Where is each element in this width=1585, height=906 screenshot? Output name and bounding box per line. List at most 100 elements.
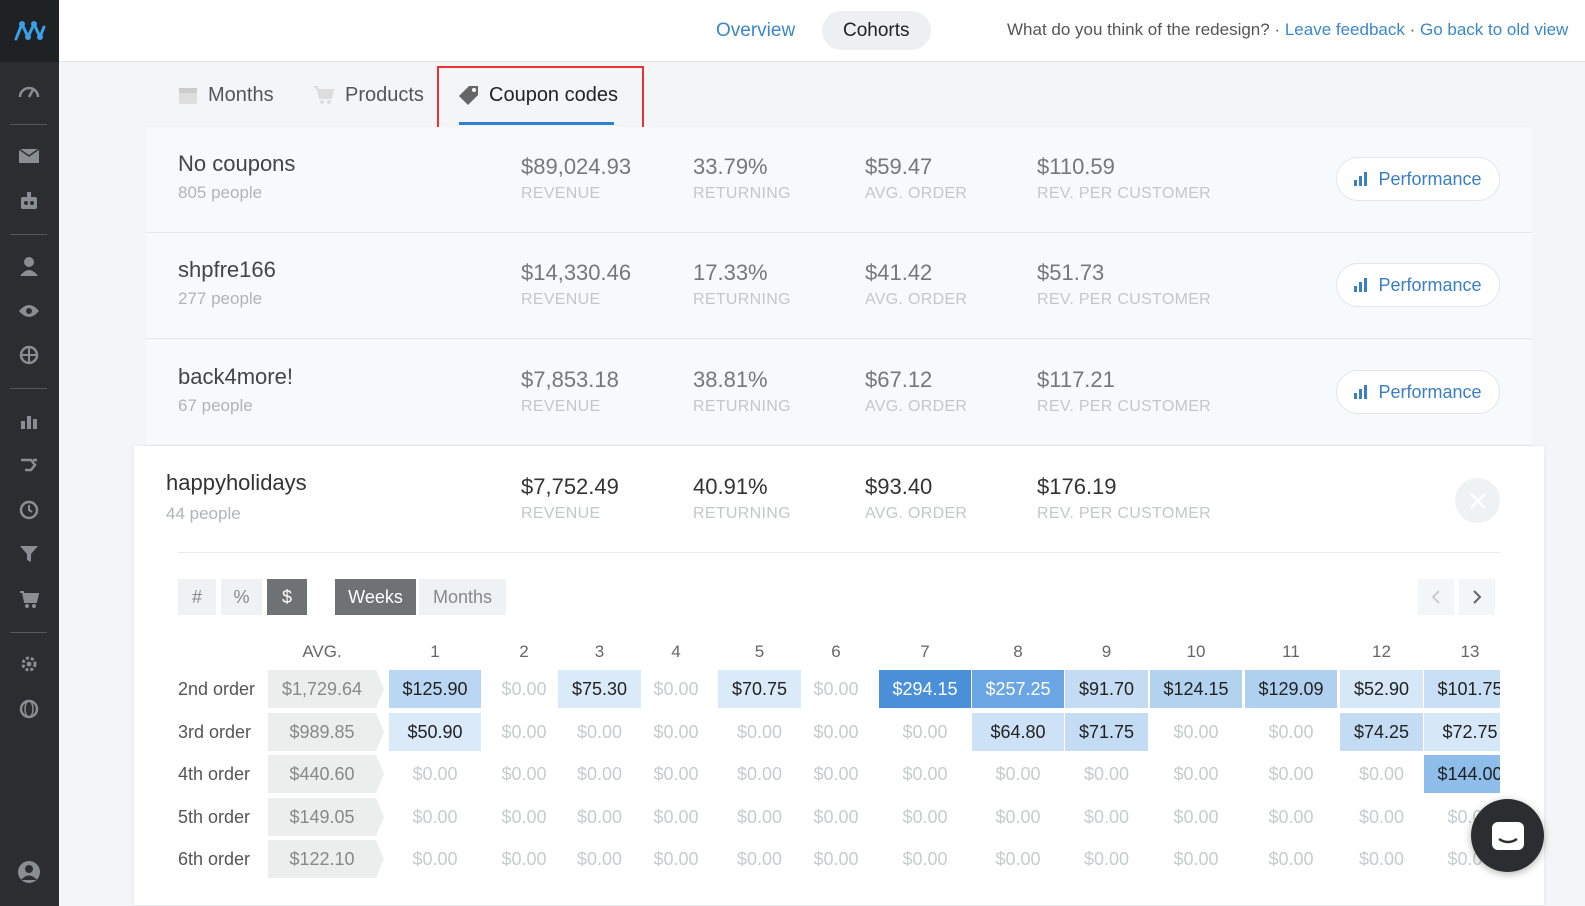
chat-button[interactable] [1471,799,1544,872]
cohort-cell[interactable]: $125.90 [389,670,481,708]
cohort-cell[interactable]: $0.00 [653,848,699,869]
performance-button[interactable]: Performance [1336,370,1500,414]
subtab-products[interactable]: Products [313,80,424,110]
cohort-cell[interactable]: $72.75 [1424,713,1500,751]
robot-icon[interactable] [17,189,41,213]
close-button[interactable] [1455,478,1500,523]
period-weeks-button[interactable]: Weeks [335,579,416,615]
cohort-cell[interactable]: $0.00 [653,806,699,827]
tab-cohorts[interactable]: Cohorts [822,11,931,50]
cohort-cell[interactable]: $0.00 [1358,806,1405,827]
cohort-cell[interactable]: $0.00 [813,678,859,699]
cohort-cell[interactable]: $0.00 [1173,848,1219,869]
eye-icon[interactable] [17,299,41,323]
cohort-cell[interactable]: $0.00 [501,721,547,742]
cohort-cell[interactable]: $0.00 [653,721,699,742]
performance-button[interactable]: Performance [1336,157,1500,201]
cohort-cell[interactable]: $0.00 [1173,763,1219,784]
cohort-cell[interactable]: $0.00 [653,678,699,699]
cohort-cell[interactable]: $0.00 [1268,848,1314,869]
cohort-cell[interactable]: $0.00 [501,848,547,869]
cohort-cell[interactable]: $0.00 [412,848,458,869]
cohort-cell[interactable]: $0.00 [902,848,948,869]
cohort-cell[interactable]: $0.00 [1083,763,1130,784]
cohort-cell[interactable]: $0.00 [813,763,859,784]
cohort-cell[interactable]: $0.00 [576,763,623,784]
cohort-cell[interactable]: $0.00 [576,806,623,827]
cohort-cell[interactable]: $0.00 [576,848,623,869]
cohort-cell[interactable]: $0.00 [1173,721,1219,742]
cohort-cell[interactable]: $71.75 [1065,713,1148,751]
coupon-row[interactable]: No coupons 805 people $89,024.93 REVENUE 33.… [146,127,1532,233]
tab-overview[interactable]: Overview [716,20,796,41]
person-icon[interactable] [17,254,41,278]
bar-chart-icon[interactable] [17,409,41,433]
cohort-cell[interactable]: $101.75 [1424,670,1500,708]
cohort-cell[interactable]: $75.30 [558,670,641,708]
cohort-cell[interactable]: $74.25 [1340,713,1423,751]
cohort-cell[interactable]: $91.70 [1065,670,1148,708]
mail-icon[interactable] [17,144,41,168]
cohort-cell[interactable]: $0.00 [902,806,948,827]
dashboard-icon[interactable] [17,79,41,103]
cohort-cell[interactable]: $0.00 [1268,806,1314,827]
crosshair-icon[interactable] [17,343,41,367]
subtab-coupon-codes[interactable]: Coupon codes [459,80,618,110]
cohort-cell[interactable]: $144.00 [1424,755,1500,793]
leave-feedback-link[interactable]: Leave feedback [1284,20,1405,39]
cohort-cell[interactable]: $0.00 [995,763,1041,784]
user-avatar-icon[interactable] [17,860,41,884]
period-months-button[interactable]: Months [419,579,506,615]
cohort-cell[interactable]: $50.90 [389,713,481,751]
coupon-row[interactable]: back4more! 67 people $7,853.18 REVENUE 38.81… [146,340,1532,446]
cohort-cell[interactable]: $0.00 [813,721,859,742]
cohort-cell[interactable]: $0.00 [902,721,948,742]
cohort-cell[interactable]: $0.00 [576,721,623,742]
old-view-link[interactable]: Go back to old view [1419,20,1569,39]
subtab-months[interactable]: Months [178,80,274,110]
next-page-button[interactable] [1459,579,1495,615]
cohort-cell[interactable]: $0.00 [412,806,458,827]
cohort-cell[interactable]: $0.00 [1268,721,1314,742]
performance-button[interactable]: Performance [1336,263,1500,307]
cohort-cell[interactable]: $0.00 [995,848,1041,869]
cohort-cell[interactable]: $64.80 [972,713,1064,751]
cohort-cell[interactable]: $52.90 [1340,670,1423,708]
cohort-cell[interactable]: $0.00 [736,806,783,827]
cohort-cell[interactable]: $257.25 [972,670,1064,708]
cohort-cell[interactable]: $0.00 [1358,763,1405,784]
cohort-cell[interactable]: $0.00 [1358,848,1405,869]
flow-icon[interactable] [17,453,41,477]
cohort-cell[interactable]: $0.00 [995,806,1041,827]
cohort-cell[interactable]: $129.09 [1245,670,1337,708]
cohort-cell[interactable]: $0.00 [813,806,859,827]
cohort-cell[interactable]: $0.00 [501,763,547,784]
gear-icon[interactable] [17,652,41,676]
funnel-icon[interactable] [17,542,41,566]
cohort-cell[interactable]: $0.00 [501,806,547,827]
cohort-cell[interactable]: $294.15 [879,670,971,708]
cohort-cell[interactable]: $0.00 [653,763,699,784]
cohort-cell[interactable]: $0.00 [1268,763,1314,784]
cohort-cell[interactable]: $0.00 [902,763,948,784]
cohort-cell[interactable]: $0.00 [501,678,547,699]
cohort-cell[interactable]: $70.75 [718,670,801,708]
cohort-cell[interactable]: $0.00 [1173,806,1219,827]
cohort-cell[interactable]: $124.15 [1150,670,1242,708]
mode-count-button[interactable]: # [178,579,216,615]
cohort-cell[interactable]: $0.00 [736,848,783,869]
cohort-cell[interactable]: $0.00 [1083,848,1130,869]
logo[interactable] [0,0,59,62]
mode-dollar-button[interactable]: $ [267,579,307,615]
cohort-cell[interactable]: $0.00 [736,721,783,742]
globe-icon[interactable] [17,697,41,721]
coupon-row[interactable]: shpfre166 277 people $14,330.46 REVENUE 17.3… [146,233,1532,339]
cohort-cell[interactable]: $0.00 [813,848,859,869]
cart-icon[interactable] [17,587,41,611]
history-icon[interactable] [17,498,41,522]
cohort-cell[interactable]: $0.00 [412,763,458,784]
cohort-cell[interactable]: $0.00 [1083,806,1130,827]
mode-percent-button[interactable]: % [221,579,262,615]
cohort-cell[interactable]: $0.00 [736,763,783,784]
prev-page-button[interactable] [1418,579,1454,615]
